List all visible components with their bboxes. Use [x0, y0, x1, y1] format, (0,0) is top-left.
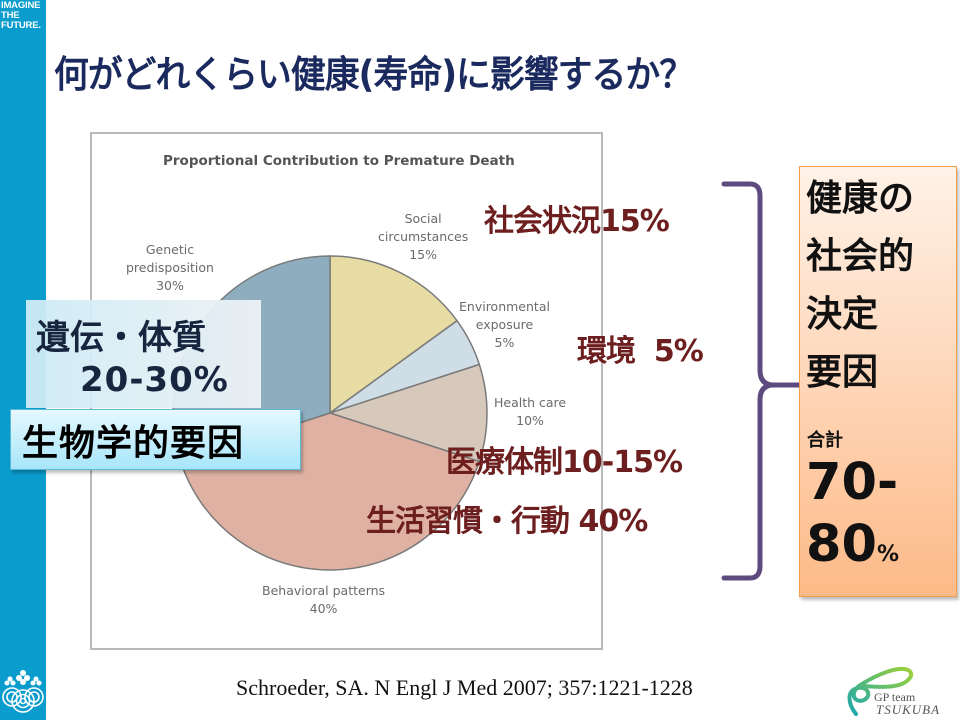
- chart-title: Proportional Contribution to Premature D…: [163, 153, 515, 169]
- slide-title: 何がどれくらい健康(寿命)に影響するか？: [54, 53, 694, 96]
- gp-logo-text-top: GP team: [874, 690, 916, 704]
- social-determinants-box: [799, 166, 957, 597]
- gp-team-logo-icon: [847, 667, 914, 716]
- biological-factor-box: [10, 409, 301, 470]
- annotation-behavior: 生活習慣・行動 40%: [366, 504, 648, 539]
- slice-label-social: Social circumstances 15%: [378, 211, 469, 262]
- annotation-health-care: 医療体制10-15%: [446, 445, 683, 480]
- slice-label-environmental: Environmental exposure 5%: [459, 299, 550, 350]
- paulownia-crest-icon: [2, 670, 44, 713]
- pie-slice: [329, 255, 459, 415]
- biological-factor-label: 生物学的要因: [22, 423, 245, 464]
- pie-slice: [327, 363, 488, 463]
- genetic-label: 遺伝・体質: [36, 318, 206, 358]
- genetic-percent: 20-30%: [80, 360, 229, 400]
- social-determinants-title: 健康の 社会的 決定 要因: [806, 178, 915, 393]
- slice-label-behavioral: Behavioral patterns 40%: [262, 583, 386, 616]
- sum-value: 70- 80%: [806, 453, 900, 574]
- gp-logo-text-bottom: TSUKUBA: [876, 702, 941, 717]
- slice-label-health-care: Health care 10%: [494, 395, 567, 428]
- genetic-overlay-box: [26, 300, 261, 408]
- annotation-social: 社会状況15%: [484, 204, 670, 239]
- slice-label-genetic: Genetic predisposition 30%: [126, 242, 214, 293]
- citation: Schroeder, SA. N Engl J Med 2007; 357:12…: [236, 675, 693, 700]
- annotation-environment: 環境 5%: [577, 334, 704, 369]
- brand-logo: IMAGINE THE FUTURE.: [1, 1, 41, 31]
- brand-line: IMAGINE: [1, 0, 41, 11]
- brand-line: THE: [1, 10, 20, 21]
- brand-line: FUTURE.: [1, 20, 41, 31]
- sum-label: 合計: [807, 430, 843, 451]
